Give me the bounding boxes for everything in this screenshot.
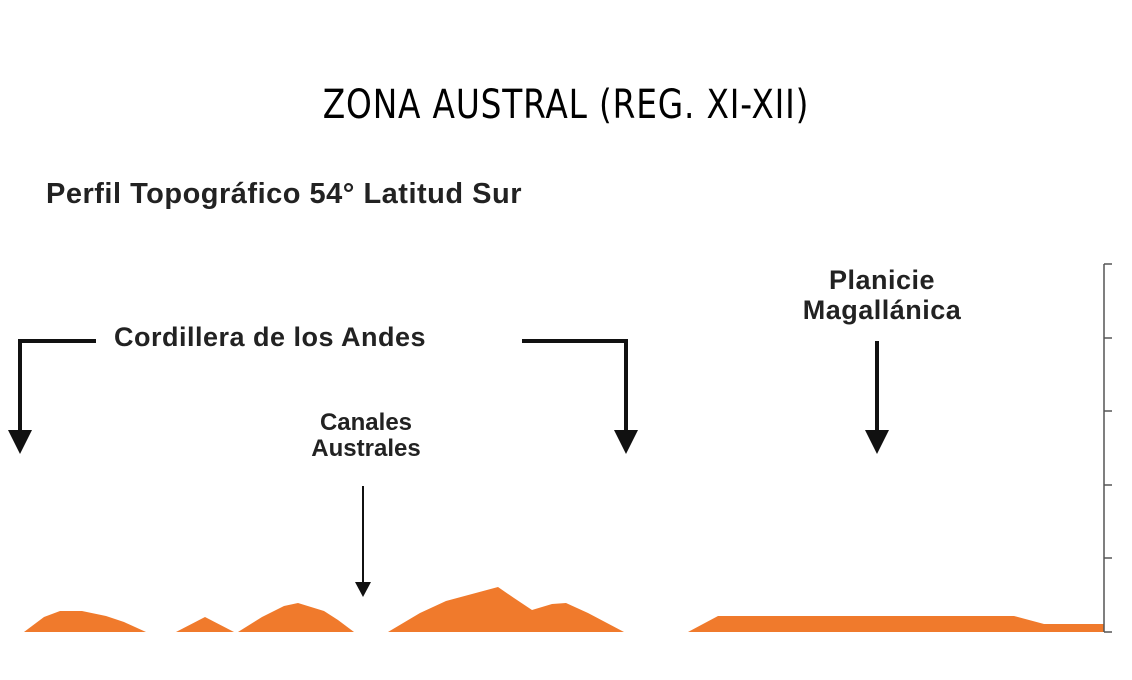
andes-bracket-right-line (522, 339, 628, 432)
terrain-island-hill (238, 603, 354, 632)
terrain-andes-west-peak (24, 611, 146, 632)
main-title: ZONA AUSTRAL (REG. XI-XII) (322, 82, 810, 128)
andes-bracket (8, 339, 638, 454)
terrain-island-small (176, 617, 234, 632)
terrain-planicie-magallanica (688, 616, 1104, 632)
label-planicie-magallanica: Planicie Magallánica (772, 265, 992, 325)
terrain-andes-main-range (388, 587, 624, 632)
terrain-profile (24, 587, 1104, 632)
andes-right-arrowhead (614, 430, 638, 454)
label-planicie-line-2: Magallánica (802, 294, 962, 325)
profile-title: Perfil Topográfico 54° Latitud Sur (46, 178, 522, 210)
label-cordillera-andes: Cordillera de los Andes (114, 322, 427, 352)
canales-arrow (355, 486, 371, 597)
andes-left-arrowhead (8, 430, 32, 454)
andes-bracket-left-line (18, 339, 96, 432)
elevation-axis (1103, 263, 1112, 633)
label-canales-line-2: Australes (311, 435, 421, 463)
label-canales-line-1: Canales (319, 409, 413, 436)
planicie-arrowhead (865, 430, 889, 454)
label-planicie-line-1: Planicie (828, 265, 936, 295)
planicie-arrow (865, 341, 889, 454)
canales-arrowhead (355, 582, 371, 597)
label-canales-australes: Canales Australes (284, 409, 448, 463)
